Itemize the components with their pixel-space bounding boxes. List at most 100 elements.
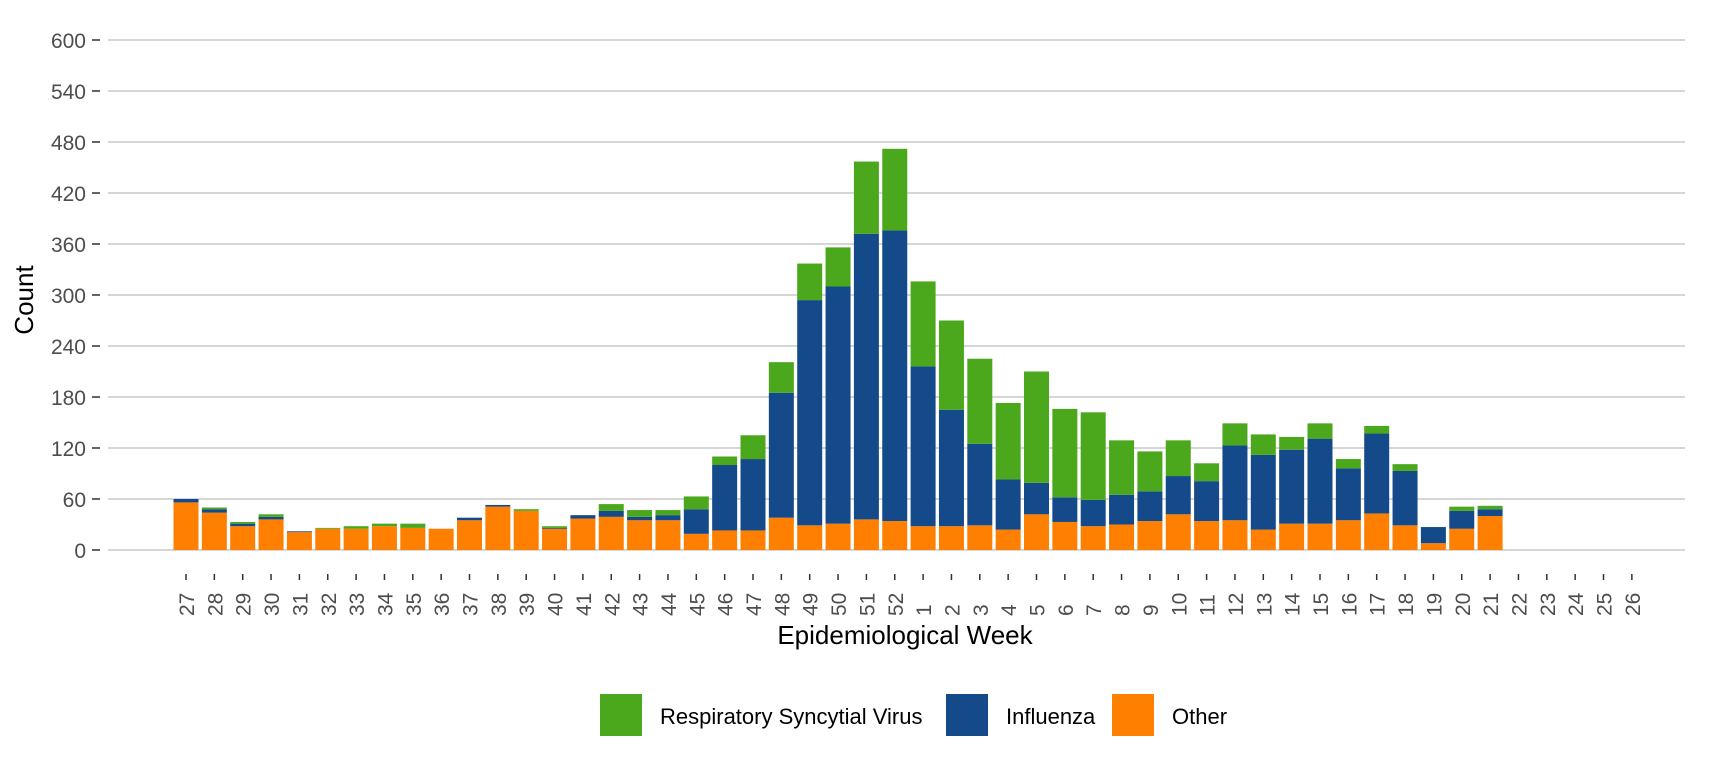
x-tick-label: 24: [1565, 592, 1588, 616]
bar-segment: [1307, 438, 1333, 524]
bar-segment: [201, 509, 227, 513]
bar-segment: [485, 506, 511, 550]
x-tick-label: 41: [573, 593, 596, 616]
x-tick-label: 17: [1367, 593, 1390, 616]
legend-item: Other: [1112, 694, 1227, 736]
bar-segment: [1194, 481, 1220, 522]
bar-segment: [712, 530, 738, 550]
y-tick-label: 180: [51, 387, 86, 410]
bar-segment: [740, 530, 766, 550]
x-tick-label: 5: [1027, 604, 1050, 616]
bar-segment: [683, 533, 709, 550]
y-tick-label: 120: [51, 438, 86, 461]
bar-segment: [1052, 521, 1078, 550]
bar-segment: [1477, 505, 1503, 510]
x-tick-label: 10: [1168, 593, 1191, 616]
bar-segment: [1250, 434, 1276, 455]
x-tick-label: 28: [204, 593, 227, 616]
x-tick-label: 47: [743, 593, 766, 616]
x-tick-label: 38: [488, 593, 511, 616]
legend-swatch: [600, 694, 642, 736]
bar-segment: [1449, 506, 1475, 511]
x-axis: 27 28 29 30 31 32 33 34 35 36 37 38 39 40 41 42 43 44 45 46…: [176, 574, 1645, 616]
x-axis-label: Epidemiological Week: [777, 620, 1033, 650]
bar-segment: [1477, 509, 1503, 516]
x-tick-label: 21: [1480, 593, 1503, 616]
bar-segment: [286, 531, 312, 533]
x-tick-label: 8: [1112, 604, 1135, 616]
legend: Respiratory Syncytial Virus Influenza Othe…: [600, 694, 1227, 736]
y-tick-label: 420: [51, 183, 86, 206]
y-tick-label: 60: [63, 489, 86, 512]
bar-segment: [513, 509, 539, 511]
x-tick-label: 27: [176, 593, 199, 616]
bar-segment: [1477, 516, 1503, 550]
y-axis-label: Count: [9, 265, 39, 335]
bar-segment: [797, 263, 823, 301]
bar-segment: [1307, 523, 1333, 550]
bar-segment: [598, 516, 624, 550]
bar-segment: [400, 527, 426, 550]
bar-segment: [910, 281, 936, 367]
bars: [173, 148, 1503, 550]
bar-segment: [967, 358, 993, 444]
x-tick-label: 18: [1395, 593, 1418, 616]
x-tick-label: 34: [374, 592, 397, 616]
bar-segment: [1449, 528, 1475, 550]
x-tick-label: 39: [516, 593, 539, 616]
bar-segment: [1364, 513, 1390, 550]
bar-segment: [882, 521, 908, 550]
x-tick-label: 6: [1055, 604, 1078, 616]
bar-segment: [938, 320, 964, 410]
y-tick-label: 600: [51, 30, 86, 53]
x-tick-label: 2: [941, 604, 964, 616]
y-tick-label: 540: [51, 81, 86, 104]
legend-item: Influenza: [946, 694, 1096, 736]
x-tick-label: 40: [545, 593, 568, 616]
bar-segment: [825, 286, 851, 524]
bar-segment: [173, 499, 199, 503]
x-tick-label: 25: [1594, 593, 1617, 616]
x-tick-label: 30: [261, 593, 284, 616]
bar-segment: [853, 233, 879, 520]
bar-segment: [1024, 371, 1049, 483]
legend-swatch: [1112, 694, 1154, 736]
bar-segment: [1194, 463, 1220, 482]
x-tick-label: 4: [998, 604, 1021, 616]
x-tick-label: 23: [1537, 593, 1560, 616]
x-tick-label: 12: [1225, 593, 1248, 616]
bar-segment: [457, 520, 482, 550]
bar-segment: [1279, 523, 1305, 550]
bar-segment: [655, 520, 681, 550]
bar-segment: [1165, 476, 1191, 515]
bar-segment: [1279, 436, 1305, 450]
bar-segment: [712, 465, 738, 531]
bar-segment: [1024, 482, 1049, 515]
bar-segment: [315, 527, 341, 529]
bar-segment: [343, 528, 369, 550]
bar-segment: [1080, 499, 1106, 527]
bar-segment: [485, 504, 511, 507]
bar-segment: [655, 510, 681, 516]
bar-segment: [967, 525, 993, 550]
bar-segment: [768, 362, 794, 393]
x-tick-label: 1: [913, 604, 936, 616]
bar-segment: [1364, 433, 1390, 514]
bar-segment: [1052, 408, 1078, 498]
bar-segment: [1024, 514, 1049, 550]
x-tick-label: 45: [686, 593, 709, 616]
bar-segment: [1250, 454, 1276, 530]
bar-segment: [1165, 440, 1191, 477]
bar-segment: [1137, 451, 1163, 492]
bar-segment: [1080, 412, 1106, 500]
bar-segment: [712, 456, 738, 465]
bar-segment: [1364, 425, 1390, 434]
x-tick-label: 13: [1253, 593, 1276, 616]
bar-segment: [882, 230, 908, 522]
bar-segment: [230, 521, 256, 524]
bar-segment: [1194, 521, 1220, 550]
bar-segment: [740, 435, 766, 460]
x-tick-label: 22: [1508, 593, 1531, 616]
bar-segment: [1392, 470, 1418, 526]
bar-segment: [1420, 543, 1446, 550]
